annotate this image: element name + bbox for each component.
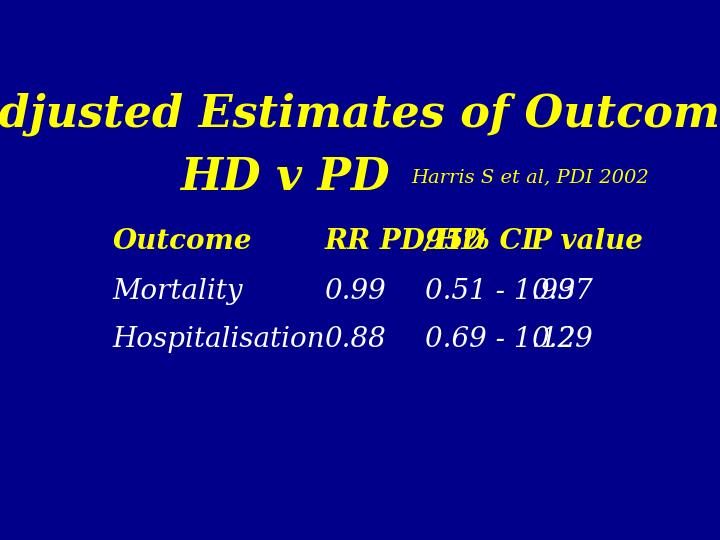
Text: 0.29: 0.29 (531, 326, 593, 353)
Text: Hospitalisation: Hospitalisation (112, 326, 325, 353)
Text: 0.69 - 1.12: 0.69 - 1.12 (425, 326, 575, 353)
Text: 0.88: 0.88 (324, 326, 386, 353)
Text: P value: P value (531, 228, 644, 255)
Text: 0.97: 0.97 (531, 278, 593, 305)
Text: 95% CI: 95% CI (425, 228, 534, 255)
Text: HD v PD: HD v PD (181, 156, 390, 199)
Text: Harris S et al, PDI 2002: Harris S et al, PDI 2002 (411, 168, 649, 186)
Text: 0.99: 0.99 (324, 278, 386, 305)
Text: Adjusted Estimates of Outcomes: Adjusted Estimates of Outcomes (0, 93, 720, 137)
Text: Mortality: Mortality (112, 278, 243, 305)
Text: 0.51 - 1.93: 0.51 - 1.93 (425, 278, 575, 305)
Text: Outcome: Outcome (112, 228, 252, 255)
Text: RR PD/HD: RR PD/HD (324, 228, 486, 255)
